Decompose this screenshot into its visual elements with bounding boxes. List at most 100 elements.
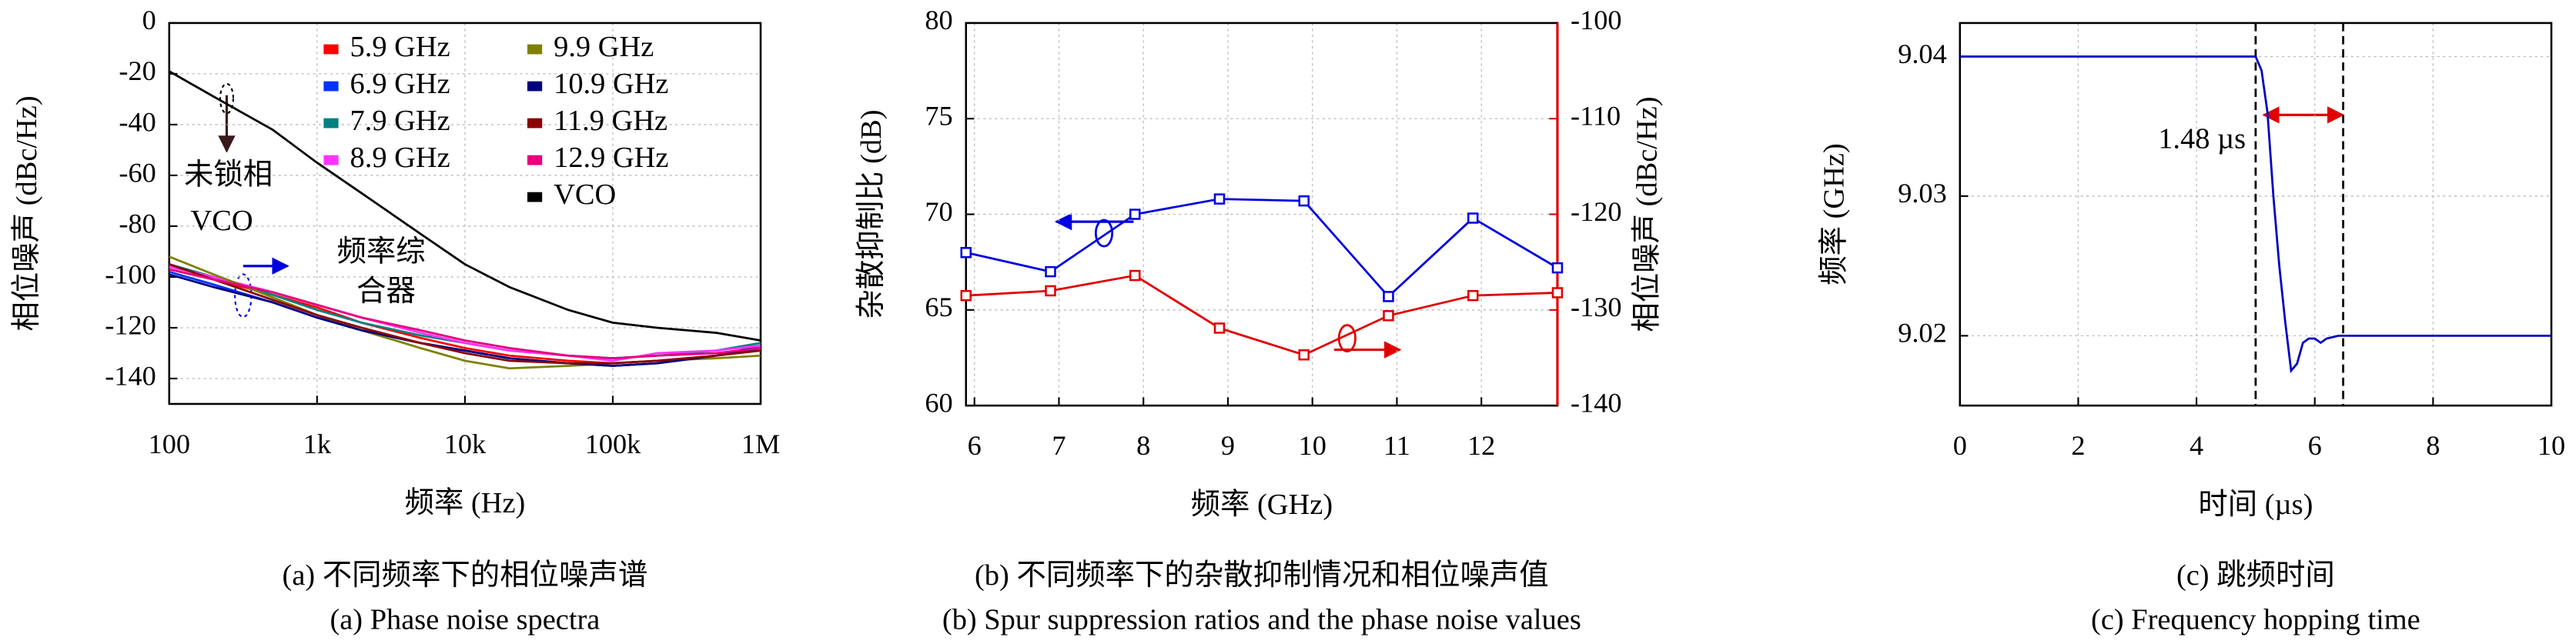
series-line — [169, 273, 761, 367]
series-line — [169, 70, 761, 342]
data-point — [1467, 212, 1479, 224]
data-point — [1129, 209, 1141, 220]
legend-swatch — [323, 44, 339, 55]
y2-tick-label: -100 — [1571, 5, 1621, 35]
series-line — [965, 198, 1558, 299]
x-tick-label: 2 — [2071, 430, 2085, 461]
x-tick-label: 1k — [303, 429, 332, 459]
legend-swatch — [527, 44, 543, 55]
x-tick-label: 10 — [1299, 430, 1326, 461]
legend-label: 11.9 GHz — [554, 105, 667, 137]
legend-swatch — [323, 155, 339, 165]
data-point — [1383, 291, 1394, 302]
y-tick-label: 65 — [925, 292, 952, 322]
caption: (c) 跳频时间 — [2176, 559, 2335, 592]
y-tick-label: -20 — [119, 55, 156, 86]
y-tick-label: 60 — [925, 387, 952, 418]
x-tick-label: 1M — [741, 429, 780, 459]
annotation: 频率综 — [336, 235, 425, 269]
y-tick-label: -140 — [105, 360, 156, 391]
x-tick-label: 8 — [2426, 430, 2440, 461]
y-tick-label: -80 — [119, 208, 156, 239]
data-point — [1467, 289, 1479, 302]
legend-swatch — [323, 118, 339, 128]
legend-swatch — [323, 81, 339, 92]
annotation: VCO — [191, 205, 253, 237]
x-tick-label: 10k — [444, 429, 487, 459]
x-tick-label: 4 — [2190, 430, 2203, 461]
caption: (c) Frequency hopping time — [2091, 604, 2420, 636]
data-point — [1213, 322, 1226, 334]
legend-swatch — [527, 155, 543, 165]
data-point — [1551, 262, 1564, 274]
x-tick-label: 8 — [1136, 430, 1150, 461]
legend-label: 7.9 GHz — [350, 105, 450, 137]
y-tick-label: 75 — [925, 101, 952, 132]
y2-tick-label: -130 — [1571, 292, 1621, 322]
legend-label: 10.9 GHz — [554, 68, 668, 100]
y-tick-label: 0 — [142, 5, 156, 35]
y-tick-label: -40 — [119, 106, 156, 137]
legend-swatch — [527, 192, 543, 202]
y2-axis-label: 相位噪声 (dBc/Hz) — [1630, 96, 1663, 332]
caption: (a) Phase noise spectra — [330, 604, 600, 636]
x-tick-label: 6 — [2308, 430, 2322, 461]
y-tick-label: -100 — [105, 259, 156, 289]
y-tick-label: 9.03 — [1898, 178, 1946, 209]
series-line — [965, 274, 1558, 356]
y-tick-label: 9.02 — [1898, 318, 1946, 349]
x-axis-label: 时间 (µs) — [2198, 489, 2313, 521]
x-tick-label: 0 — [1953, 430, 1967, 461]
y2-tick-label: -140 — [1571, 387, 1621, 418]
annotation: 1.48 µs — [2158, 122, 2246, 155]
data-point — [1045, 285, 1056, 297]
legend-label: 9.9 GHz — [554, 31, 654, 63]
annotation: 合器 — [356, 275, 416, 308]
data-point — [1551, 287, 1564, 299]
legend-label: 5.9 GHz — [350, 31, 450, 63]
data-point — [1298, 195, 1310, 207]
data-point — [1045, 265, 1056, 278]
y-axis-label: 频率 (GHz) — [1818, 143, 1851, 285]
y-axis-label: 相位噪声 (dBc/Hz) — [10, 95, 43, 331]
x-tick-label: 11 — [1383, 430, 1410, 461]
y2-tick-label: -110 — [1571, 101, 1621, 132]
caption: (a) 不同频率下的相位噪声谱 — [283, 559, 648, 592]
y2-tick-label: -120 — [1571, 196, 1621, 227]
series-line — [169, 263, 761, 365]
x-tick-label: 12 — [1467, 430, 1495, 461]
x-tick-label: 7 — [1052, 430, 1066, 461]
data-point — [960, 289, 972, 302]
x-tick-label: 100 — [149, 429, 190, 459]
caption: (b) Spur suppression ratios and the phas… — [942, 604, 1581, 636]
data-point — [1213, 193, 1226, 205]
legend-label: VCO — [554, 179, 616, 211]
y-tick-label: -120 — [105, 309, 156, 340]
legend-label: 12.9 GHz — [554, 142, 668, 174]
data-point — [1129, 269, 1141, 282]
y-axis-label: 杂散抑制比 (dB) — [855, 109, 888, 319]
caption: (b) 不同频率下的杂散抑制情况和相位噪声值 — [975, 559, 1549, 592]
plot-frame — [168, 22, 762, 405]
y-tick-label: 9.04 — [1898, 38, 1946, 69]
x-tick-label: 100k — [585, 429, 641, 459]
x-tick-label: 9 — [1221, 430, 1235, 461]
x-axis-label: 频率 (GHz) — [1191, 488, 1333, 521]
legend-swatch — [527, 81, 543, 92]
annotation: 未锁相 — [184, 158, 273, 191]
x-tick-label: 10 — [2538, 430, 2565, 461]
series-line — [1959, 55, 2551, 374]
data-point — [1383, 310, 1394, 322]
data-point — [1298, 349, 1310, 361]
data-point — [960, 246, 972, 259]
series-line — [169, 268, 761, 359]
y-tick-label: -60 — [119, 157, 156, 188]
legend-label: 8.9 GHz — [350, 142, 450, 174]
y-tick-label: 80 — [925, 5, 952, 35]
x-axis-label: 频率 (Hz) — [405, 486, 526, 519]
legend-swatch — [527, 118, 543, 128]
y-tick-label: 70 — [925, 196, 952, 227]
legend-label: 6.9 GHz — [350, 68, 450, 100]
